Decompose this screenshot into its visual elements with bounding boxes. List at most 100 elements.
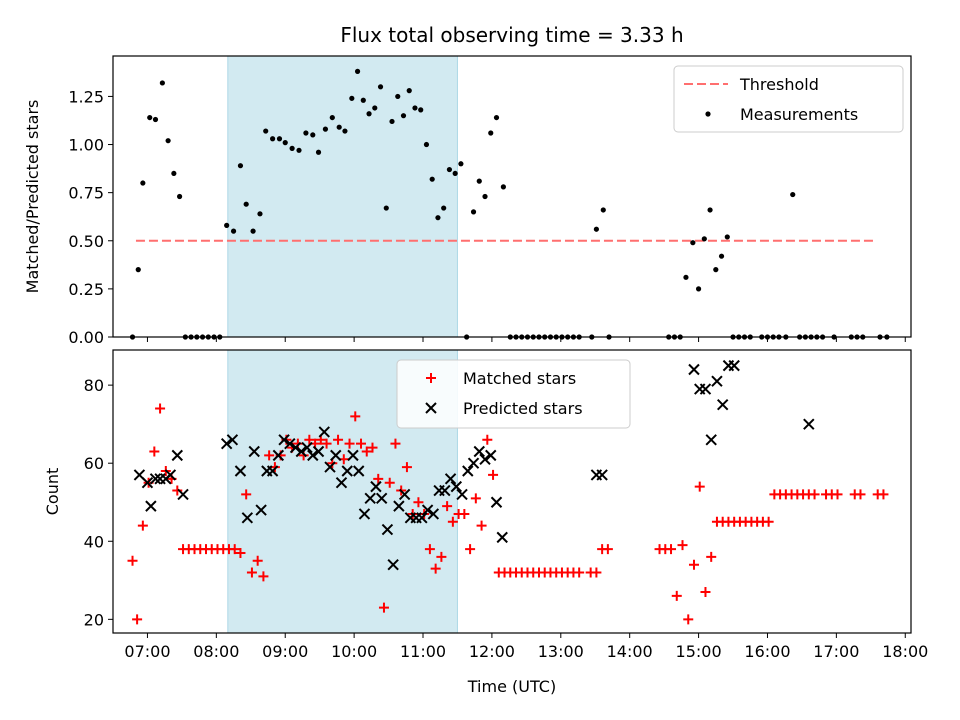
predicted-star-point [324,461,336,473]
measurement-point [593,226,599,232]
matched-star-point [706,551,717,562]
measurement-point [452,170,458,177]
measurement-point [383,205,389,211]
matched-star-point [356,438,367,449]
measurement-point [282,140,288,146]
matched-star-point [488,469,499,480]
measurement-point [263,128,269,134]
measurement-point [724,234,730,240]
predicted-star-point [456,488,468,501]
measurement-point [423,141,430,148]
measurement-point [488,130,494,136]
measurement-point [701,236,707,242]
measurement-point [315,149,322,155]
predicted-star-point [462,465,474,477]
predicted-star-point [496,531,508,544]
matched-star-point [258,571,269,582]
predicted-star-point [450,480,463,493]
y-tick-label: 40 [84,532,104,551]
measurement-point [429,176,435,182]
measurement-point [377,84,384,90]
predicted-star-point [220,437,233,450]
measurement-point [289,145,295,151]
predicted-star-point [596,469,608,481]
matched-star-point [304,434,315,445]
top-panel: 0.00 0.25 0.50 0.75 1.00 1.25 [68,55,912,347]
predicted-star-point [164,469,177,481]
predicted-star-point [387,558,399,571]
measurement-point [257,211,263,217]
matched-star-point [229,544,240,555]
matched-star-point [591,567,602,578]
matched-star-point [855,489,866,500]
matched-star-point [482,434,493,445]
measurement-point [470,209,477,215]
measurement-point [695,286,702,292]
predicted-star-point [803,418,815,430]
predicted-star-point [272,449,285,462]
top-legend: Threshold Measurements [673,65,904,133]
predicted-star-point [226,434,239,446]
predicted-star-point [473,445,485,458]
predicted-star-point [393,500,405,512]
predicted-star-point [716,398,729,411]
x-tick-label: 15:00 [676,642,722,661]
x-tick-label: 16:00 [744,642,790,661]
matched-star-point [688,559,699,570]
measurement-point [135,267,141,273]
matched-star-point [373,473,384,484]
matched-star-point [264,450,275,461]
legend-predicted-swatch [425,402,437,414]
axes-frame [112,349,912,634]
predicted-star-point [467,457,480,469]
measurement-point [147,114,153,121]
measurement-point [600,207,606,213]
matched-star-point [442,501,453,512]
predicted-star-point [485,449,497,462]
measurement-point [329,114,335,121]
matched-star-point [241,489,252,500]
measurement-point [230,228,237,234]
matched-star-point [694,481,705,492]
legend-label: Predicted stars [463,399,583,418]
predicted-star-point [171,449,184,462]
measurement-point [310,132,316,138]
x-tick-label: 12:00 [469,642,515,661]
measurement-point [446,166,453,173]
predicted-star-point [295,445,308,458]
predicted-star-point [289,441,302,454]
predicted-star-point [234,465,247,477]
measurement-point [482,193,488,200]
x-tick-label: 10:00 [331,642,377,661]
measurement-point [406,88,412,94]
y-tick-label: 0.25 [68,280,104,299]
predicted-star-point [330,449,342,462]
predicted-star-point [341,465,353,477]
measurement-point [250,228,256,234]
measurement-point [159,80,165,86]
predicted-star-point [728,359,740,372]
predicted-star-point [255,504,267,516]
chart-title: Flux total observing time = 3.33 h [340,23,683,47]
predicted-star-point [705,434,717,446]
measurement-point [354,68,361,74]
legend-measurement-swatch [705,111,711,117]
x-tick-label: 11:00 [400,642,446,661]
measurement-point [400,113,407,119]
matched-star-point [476,520,487,531]
measurement-point [372,105,378,111]
predicted-star-point [439,484,451,497]
measurement-point [493,114,500,121]
bottom-y-axis-label: Count [43,468,62,516]
matched-star-point [574,567,585,578]
measurement-point [140,180,146,186]
x-tick-label: 18:00 [882,642,928,661]
predicted-star-point [141,477,154,489]
matched-star-point [149,446,160,457]
predicted-star-point [248,445,260,458]
matched-star-point [333,434,344,445]
x-tick-label: 09:00 [262,642,308,661]
measurement-point [176,193,183,200]
y-tick-label: 80 [84,376,104,395]
x-tick-label: 08:00 [193,642,239,661]
